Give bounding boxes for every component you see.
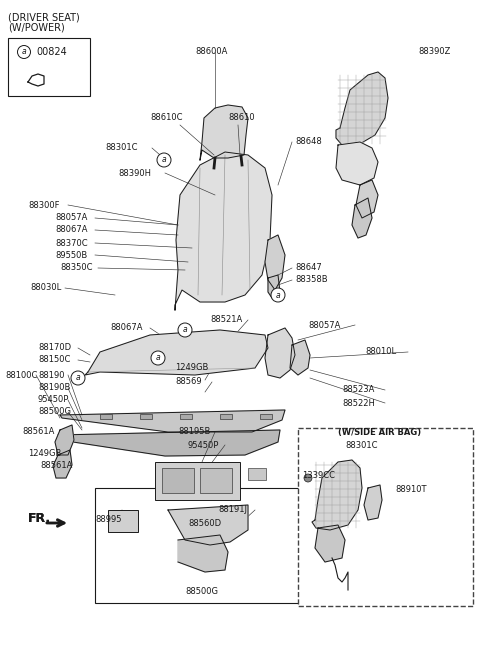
Text: 88995: 88995: [95, 515, 121, 524]
Polygon shape: [55, 425, 74, 455]
Text: 88648: 88648: [295, 138, 322, 147]
Polygon shape: [336, 142, 378, 185]
Text: 88910T: 88910T: [395, 485, 427, 495]
Text: 88390Z: 88390Z: [418, 47, 450, 56]
Text: 88390H: 88390H: [118, 169, 151, 177]
Text: 88067A: 88067A: [55, 225, 87, 234]
Polygon shape: [175, 152, 272, 310]
Circle shape: [71, 371, 85, 385]
Text: 95450P: 95450P: [38, 395, 70, 404]
Polygon shape: [352, 198, 372, 238]
Text: 1249GB: 1249GB: [28, 448, 61, 458]
Text: 88010L: 88010L: [365, 347, 396, 356]
Text: 1249GB: 1249GB: [175, 363, 208, 373]
Text: 88647: 88647: [295, 263, 322, 273]
Polygon shape: [336, 72, 388, 145]
Text: 88350C: 88350C: [60, 263, 93, 273]
Bar: [248, 468, 266, 480]
Bar: [220, 414, 232, 419]
Text: 88100C: 88100C: [5, 371, 37, 380]
Text: 88500G: 88500G: [185, 587, 218, 596]
Text: 88300F: 88300F: [28, 201, 60, 210]
Polygon shape: [168, 505, 248, 545]
Bar: [298, 428, 473, 606]
Text: 88170D: 88170D: [38, 343, 71, 352]
Text: 88561A: 88561A: [40, 461, 72, 469]
Polygon shape: [200, 105, 248, 160]
Polygon shape: [58, 430, 280, 456]
Text: FR.: FR.: [28, 511, 51, 524]
Polygon shape: [290, 340, 310, 375]
Bar: [155, 462, 240, 500]
Text: 88600A: 88600A: [195, 47, 228, 56]
Polygon shape: [268, 275, 280, 298]
Circle shape: [151, 351, 165, 365]
Text: (DRIVER SEAT): (DRIVER SEAT): [8, 12, 80, 22]
Circle shape: [17, 45, 31, 58]
Text: 88191J: 88191J: [218, 506, 247, 515]
Bar: [95, 488, 360, 603]
Text: 88358B: 88358B: [295, 275, 328, 284]
Text: a: a: [162, 156, 166, 164]
Text: 88561A: 88561A: [22, 428, 54, 437]
Text: 88057A: 88057A: [308, 321, 340, 330]
Polygon shape: [265, 235, 285, 290]
Bar: [260, 414, 272, 419]
Text: 88569: 88569: [175, 378, 202, 387]
Text: (W/POWER): (W/POWER): [8, 22, 65, 32]
Bar: [162, 468, 194, 493]
Text: a: a: [183, 326, 187, 334]
Text: 88030L: 88030L: [30, 284, 61, 293]
Text: 88150C: 88150C: [38, 356, 71, 365]
Text: 1339CC: 1339CC: [302, 471, 335, 480]
Bar: [200, 468, 232, 493]
Polygon shape: [265, 328, 295, 378]
Text: 88522H: 88522H: [342, 398, 375, 408]
Text: FR.: FR.: [28, 511, 51, 524]
Text: a: a: [22, 47, 26, 56]
Circle shape: [271, 288, 285, 302]
Bar: [180, 414, 192, 419]
Text: a: a: [76, 374, 80, 382]
Polygon shape: [60, 410, 285, 432]
Text: 88370C: 88370C: [55, 238, 88, 247]
Polygon shape: [356, 180, 378, 218]
Circle shape: [178, 323, 192, 337]
Text: 00824: 00824: [36, 47, 67, 57]
Text: 88057A: 88057A: [55, 214, 87, 223]
Polygon shape: [53, 450, 72, 478]
Text: 88195B: 88195B: [178, 428, 210, 437]
Text: 88560D: 88560D: [188, 519, 221, 528]
Text: 88067A: 88067A: [110, 323, 143, 332]
Circle shape: [304, 474, 312, 482]
Polygon shape: [312, 460, 362, 530]
Text: 88610: 88610: [228, 114, 254, 123]
Bar: [108, 510, 138, 532]
Text: 88523A: 88523A: [342, 386, 374, 395]
Bar: [100, 414, 112, 419]
Polygon shape: [364, 485, 382, 520]
Polygon shape: [315, 525, 345, 562]
Text: 95450P: 95450P: [188, 441, 219, 450]
Bar: [140, 414, 152, 419]
Text: 89550B: 89550B: [55, 251, 87, 260]
Polygon shape: [85, 330, 268, 375]
Text: 88301C: 88301C: [105, 143, 137, 153]
Polygon shape: [178, 535, 228, 572]
Text: 88301C: 88301C: [345, 441, 377, 450]
Text: a: a: [156, 354, 160, 363]
Text: 88190: 88190: [38, 371, 64, 380]
Text: 88610C: 88610C: [150, 114, 182, 123]
Text: 88500G: 88500G: [38, 408, 71, 417]
Text: (W/SIDE AIR BAG): (W/SIDE AIR BAG): [338, 428, 421, 437]
Circle shape: [157, 153, 171, 167]
Text: 88190B: 88190B: [38, 384, 71, 393]
Bar: [8, 38, 90, 96]
Text: a: a: [276, 291, 280, 299]
Text: 88521A: 88521A: [210, 315, 242, 324]
